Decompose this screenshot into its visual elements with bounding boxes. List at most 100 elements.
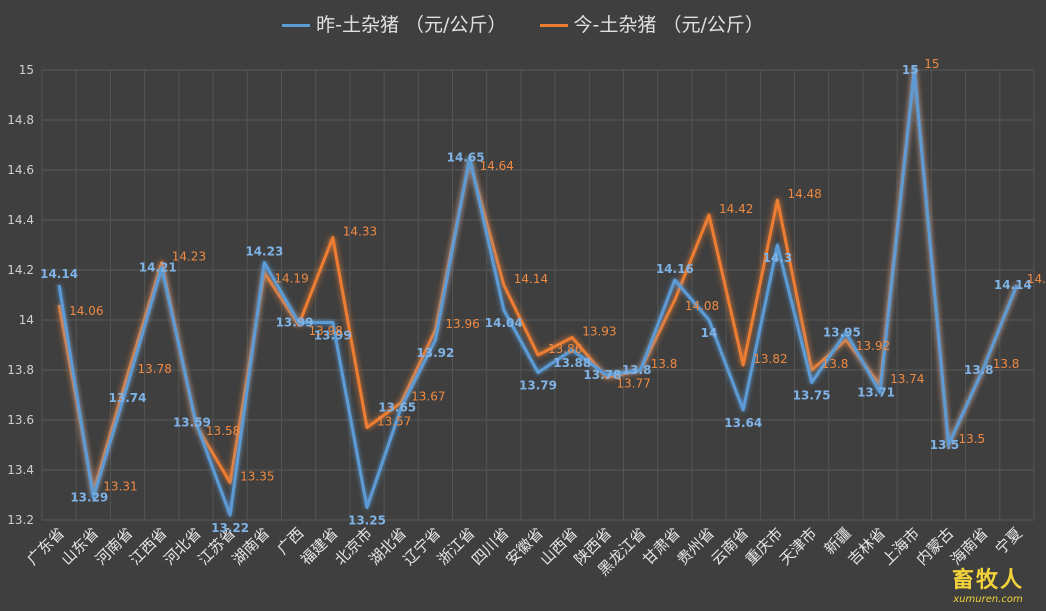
data-label-today: 13.82	[753, 352, 787, 366]
y-tick-label: 13.8	[7, 363, 34, 377]
data-label-yesterday: 13.88	[553, 356, 591, 370]
brand-url: xumuren.com	[953, 594, 1023, 605]
data-label-today: 14.06	[69, 304, 103, 318]
y-tick-label: 13.4	[7, 463, 34, 477]
data-label-today: 13.93	[582, 325, 616, 339]
data-label-today: 13.96	[445, 317, 479, 331]
data-label-today: 13.92	[856, 339, 890, 353]
data-label-today: 13.67	[411, 390, 445, 404]
data-label-yesterday: 13.75	[793, 389, 831, 403]
x-tick-label: 吉林省	[844, 524, 889, 569]
x-tick-label: 江西省	[126, 524, 171, 569]
data-label-today: 13.98	[309, 324, 343, 338]
data-label-today: 13.8	[822, 357, 849, 371]
data-label-today: 14.14	[514, 272, 548, 286]
data-label-yesterday: 14.14	[994, 278, 1032, 292]
data-label-today: 14.48	[787, 187, 821, 201]
legend-item-today[interactable]: 今-土杂猪 （元/公斤）	[539, 10, 764, 37]
x-tick-label: 重庆市	[742, 524, 787, 569]
y-tick-label: 14.4	[7, 213, 34, 227]
x-tick-label: 河北省	[160, 524, 205, 569]
y-tick-label: 13.6	[7, 413, 34, 427]
data-label-yesterday: 13.78	[583, 368, 621, 382]
data-label-today: 13.57	[377, 415, 411, 429]
data-label-today: 13.74	[890, 372, 924, 386]
x-tick-label: 广东省	[23, 524, 68, 569]
y-tick-label: 14	[19, 313, 34, 327]
y-tick-label: 14.2	[7, 263, 34, 277]
data-label-today: 13.58	[206, 424, 240, 438]
data-label-yesterday: 13.5	[930, 438, 960, 452]
data-label-today: 13.77	[616, 377, 650, 391]
data-label-yesterday: 14.04	[485, 316, 523, 330]
data-label-yesterday: 13.95	[823, 326, 861, 340]
data-label-yesterday: 14	[701, 326, 718, 340]
data-label-yesterday: 13.8	[964, 363, 994, 377]
x-tick-label: 山西省	[536, 524, 581, 569]
data-label-today: 13.5	[958, 432, 985, 446]
x-tick-label: 贵州省	[673, 524, 718, 569]
data-label-yesterday: 13.8	[622, 363, 652, 377]
legend-label-yesterday: 昨-土杂猪 （元/公斤）	[316, 14, 507, 36]
data-label-today: 14.42	[719, 202, 753, 216]
x-tick-label: 浙江省	[434, 524, 479, 569]
data-label-yesterday: 13.59	[173, 416, 211, 430]
data-label-today: 15	[924, 57, 939, 71]
y-tick-label: 14.6	[7, 163, 34, 177]
legend-item-yesterday[interactable]: 昨-土杂猪 （元/公斤）	[282, 10, 506, 37]
x-tick-label: 上海市	[879, 524, 924, 569]
data-label-yesterday: 14.14	[40, 267, 78, 281]
brand-watermark: 畜牧人 xumuren.com	[952, 562, 1024, 605]
data-label-yesterday: 15	[902, 63, 919, 77]
x-tick-label: 辽宁省	[400, 524, 445, 569]
data-label-yesterday: 13.79	[519, 379, 557, 393]
data-label-today: 14.23	[172, 250, 206, 264]
data-label-today: 14.14	[1027, 272, 1046, 286]
data-label-today: 13.8	[651, 357, 678, 371]
data-label-today: 13.86	[548, 342, 582, 356]
y-tick-label: 15	[19, 63, 34, 77]
data-label-yesterday: 13.22	[211, 521, 249, 535]
data-label-today: 14.08	[685, 299, 719, 313]
x-tick-label: 北京市	[331, 524, 376, 569]
data-label-yesterday: 14.16	[656, 262, 694, 276]
data-label-yesterday: 13.29	[70, 491, 108, 505]
data-labels: 14.14 13.29 13.74 14.21 13.59 13.22 14.23 13.99…	[40, 57, 1046, 535]
legend-swatch-today	[539, 24, 568, 27]
y-tick-label: 14.8	[7, 113, 34, 127]
series-line-yesterday	[57, 68, 1019, 517]
data-label-yesterday: 13.99	[276, 316, 314, 330]
x-tick-label: 宁夏	[992, 524, 1026, 558]
data-label-today: 14.33	[343, 225, 377, 239]
x-tick-label: 湖北省	[365, 524, 410, 569]
x-tick-label: 福建省	[297, 524, 342, 569]
series-lines	[57, 68, 1019, 517]
data-label-yesterday: 13.64	[724, 416, 762, 430]
x-tick-label: 山东省	[58, 524, 103, 569]
x-tick-label: 四川省	[468, 524, 513, 569]
legend-swatch-yesterday	[282, 24, 311, 27]
y-tick-label: 13.2	[7, 513, 34, 527]
data-label-yesterday: 13.74	[109, 391, 147, 405]
data-label-today: 13.31	[103, 480, 137, 494]
data-label-yesterday: 14.3	[763, 251, 793, 265]
data-label-yesterday: 13.65	[378, 401, 416, 415]
data-label-yesterday: 14.21	[139, 261, 177, 275]
data-label-today: 13.78	[138, 362, 172, 376]
x-tick-label: 安徽省	[502, 524, 547, 569]
data-label-today: 14.19	[274, 272, 308, 286]
x-tick-label: 天津市	[776, 524, 821, 569]
legend: 昨-土杂猪 （元/公斤） 今-土杂猪 （元/公斤）	[0, 10, 1046, 37]
legend-label-today: 今-土杂猪 （元/公斤）	[573, 14, 764, 36]
x-tick-label: 甘肃省	[639, 524, 684, 569]
data-label-yesterday: 14.23	[245, 245, 283, 259]
gridlines	[41, 69, 1035, 521]
data-label-yesterday: 13.92	[416, 346, 454, 360]
x-tick-label: 云南省	[708, 524, 753, 569]
data-label-yesterday: 14.65	[447, 151, 485, 165]
brand-name: 畜牧人	[951, 568, 1024, 593]
data-label-yesterday: 13.99	[314, 329, 352, 343]
data-label-today: 13.8	[993, 357, 1020, 371]
data-label-yesterday: 13.25	[348, 514, 386, 528]
